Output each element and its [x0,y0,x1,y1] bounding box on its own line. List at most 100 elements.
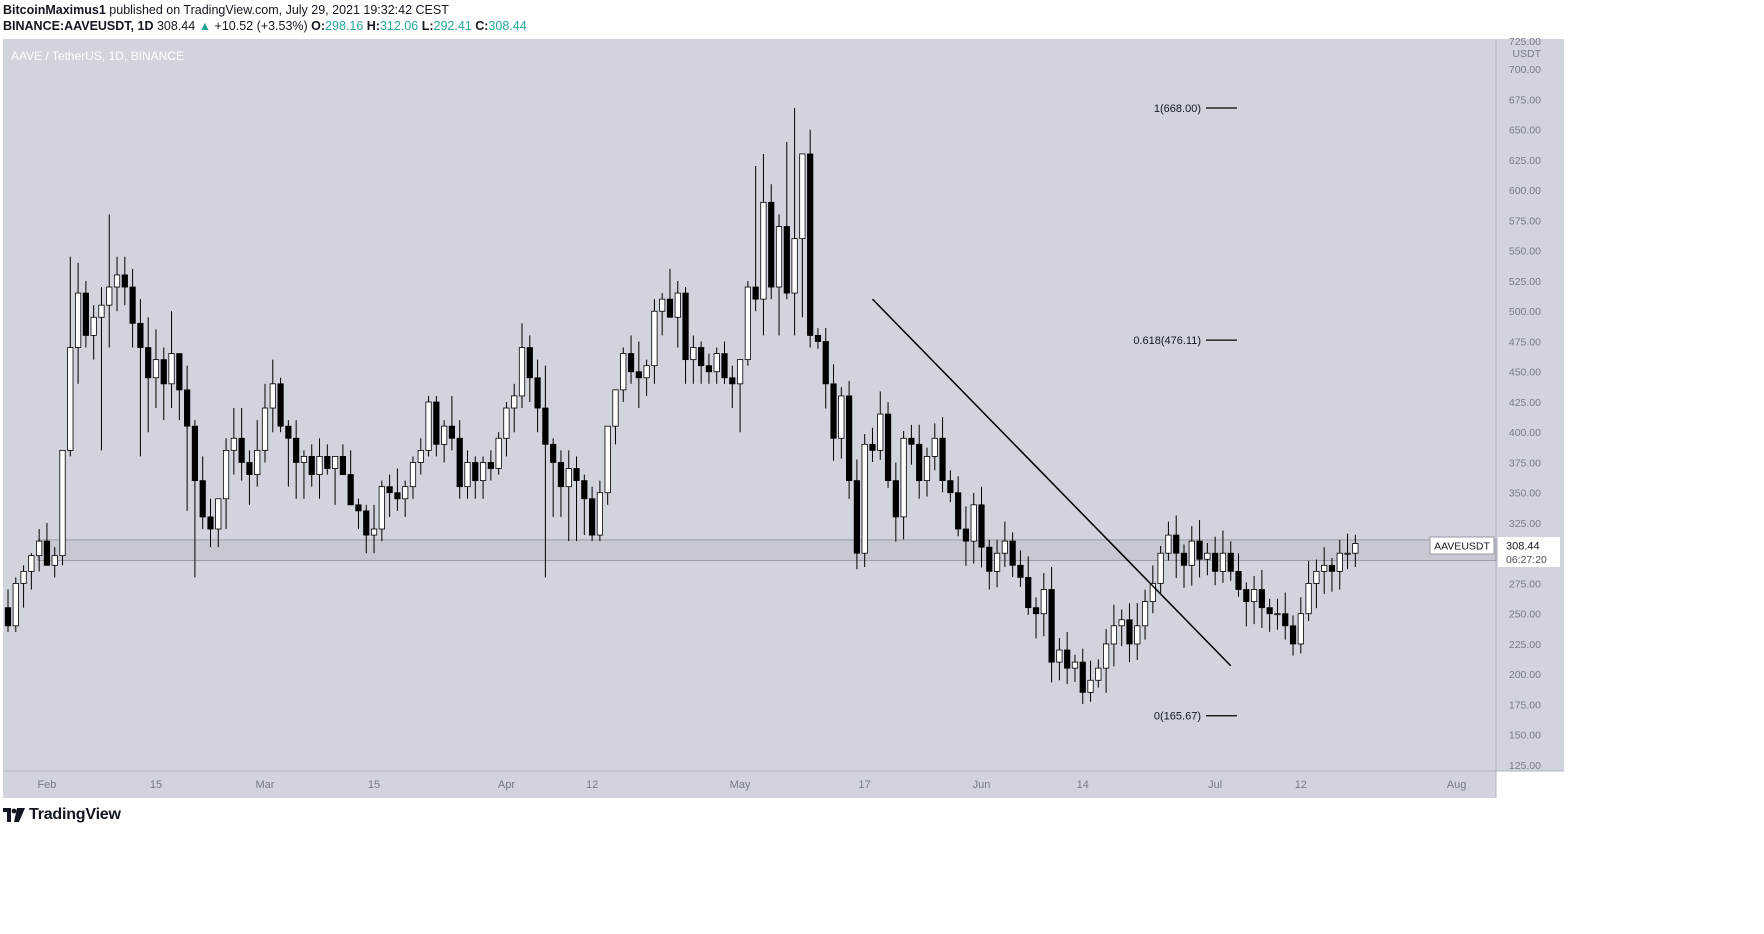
candle-body [300,456,308,463]
candle-body [1040,589,1047,615]
fib-retracement[interactable]: 1(668.00) 0.618(476.11) 0(165.67) [1133,103,1237,723]
candle-body [394,492,401,500]
candle-body [596,492,603,536]
candle-body [324,456,331,469]
time-axis[interactable] [3,771,1496,798]
candle-body [238,437,245,463]
candle-body [487,462,494,469]
candle-body [846,395,853,482]
candle-body [36,540,43,557]
author-name[interactable]: BitcoinMaximus1 [3,3,106,17]
low-value: 292.41 [433,19,472,33]
open-value: 298.16 [325,19,364,33]
candle-body [643,365,650,379]
support-zone [37,539,1497,561]
y-tick-label: 425.00 [1509,397,1541,409]
candle-body [705,365,713,373]
candle-body [550,443,557,463]
candle-body [573,468,580,482]
fib-level-label: 1(668.00) [1154,103,1201,115]
candle-body [1212,552,1219,572]
candle-body [433,401,440,445]
tradingview-logo[interactable]: TradingView [3,806,121,824]
close-label: C: [475,19,489,33]
y-tick-label: 700.00 [1509,64,1541,76]
x-tick-label: Apr [498,779,515,791]
candle-body [1250,589,1258,603]
x-tick-label: 12 [586,779,598,791]
open-label: O: [311,19,326,33]
candle-body [448,425,456,439]
candles [4,107,1359,704]
candle-body [184,389,191,427]
candle-body [1173,534,1180,554]
candle-body [98,304,105,318]
candle-body [1056,649,1063,663]
y-tick-label: 175.00 [1509,699,1541,711]
candle-body [1219,552,1227,572]
candle-body [113,274,121,288]
candle-body [1297,613,1304,645]
tradingview-wordmark: TradingView [29,806,121,823]
candle-body [246,462,253,475]
candle-body [230,437,237,451]
candle-body [923,456,931,482]
y-tick-label: 325.00 [1509,518,1541,530]
candle-body [635,371,642,379]
candle-body [168,353,175,385]
y-tick-label: 600.00 [1509,185,1541,197]
x-tick-label: Mar [256,779,275,791]
candle-body [869,443,876,451]
candle-body [1001,540,1008,554]
tradingview-logo-icon [3,808,25,822]
descending-trendline[interactable] [871,298,1232,667]
candle-body [90,316,97,336]
price-axis[interactable] [1496,39,1564,771]
x-tick-label: 15 [368,779,380,791]
candle-body [363,510,370,536]
low-label: L: [421,19,434,33]
candle-body [67,347,74,451]
chart-title: AAVE / TetherUS, 1D, BINANCE [11,49,184,63]
candle-body [503,407,510,439]
candle-body [1336,552,1343,572]
candle-body [160,359,167,385]
price-unit-label: USDT [1512,48,1541,60]
candle-body [1258,589,1265,609]
candle-body [830,383,837,439]
candle-body [1266,607,1273,615]
candle-body [690,347,697,361]
candle-body [1064,649,1071,669]
candle-body [752,286,759,300]
candle-body [993,552,1001,572]
candle-body [721,353,728,379]
candle-body [589,498,596,536]
y-tick-label: 400.00 [1509,427,1541,439]
candle-body [1313,570,1320,584]
candle-body [620,353,627,391]
x-tick-label: Jun [973,779,991,791]
candle-body [892,480,899,518]
publish-line: BitcoinMaximus1 published on TradingView… [3,3,449,17]
y-tick-label: 125.00 [1509,760,1541,772]
candle-body [908,437,915,445]
close-value: 308.44 [488,19,527,33]
y-tick-label: 550.00 [1509,246,1541,258]
plot-area[interactable] [3,39,1496,771]
candle-body [285,425,292,439]
candle-body [145,347,152,379]
fib-level-label: 0(165.67) [1154,711,1201,723]
candle-body [1305,583,1312,615]
y-tick-label: 450.00 [1509,367,1541,379]
candle-body [698,347,705,367]
candle-body [472,462,479,482]
candle-body [82,292,89,336]
candle-body [215,498,222,530]
candle-body [986,546,993,572]
candle-body [916,443,923,482]
candle-body [74,292,82,348]
candle-body [900,437,907,518]
candle-body [1328,564,1336,572]
candle-body [736,359,744,385]
